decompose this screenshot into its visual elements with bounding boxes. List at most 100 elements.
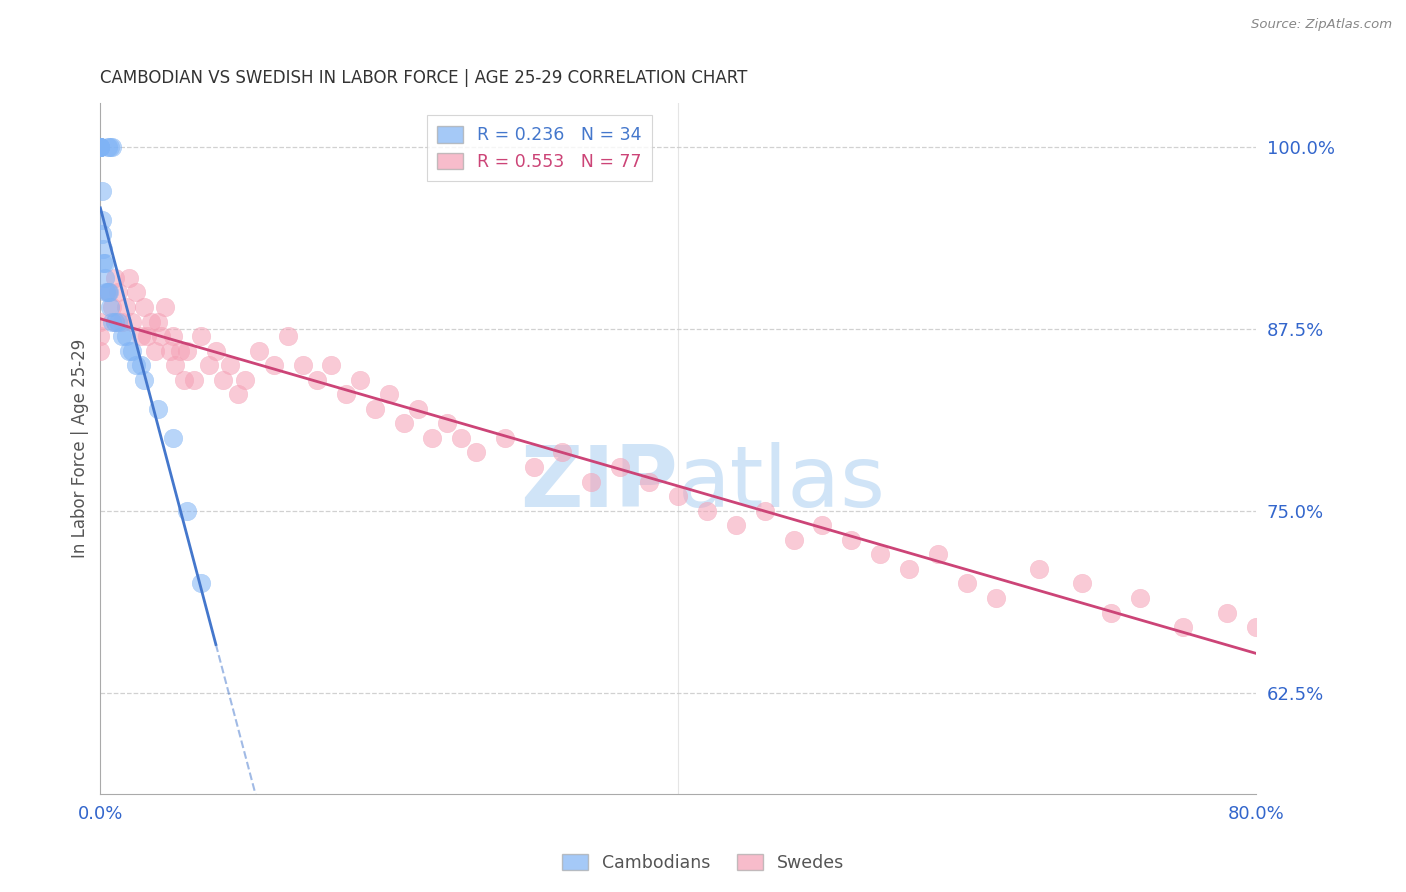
Point (183, 373, 205, 387)
Point (869, 547, 891, 561)
Point (89, 140, 111, 154)
Point (89, 329, 111, 343)
Point (111, 315, 134, 329)
Point (118, 343, 141, 358)
Point (233, 373, 256, 387)
Point (89, 140, 111, 154)
Point (111, 329, 134, 343)
Point (197, 358, 219, 372)
Point (450, 431, 472, 445)
Point (291, 358, 314, 372)
Point (100, 300, 122, 314)
Point (212, 373, 235, 387)
Point (150, 329, 173, 343)
Point (91, 242, 114, 256)
Point (436, 417, 458, 431)
Text: atlas: atlas (678, 442, 886, 524)
Point (551, 445, 574, 459)
Point (321, 358, 343, 372)
Point (93, 271, 115, 285)
Legend: Cambodians, Swedes: Cambodians, Swedes (555, 847, 851, 879)
Point (392, 417, 415, 431)
Point (696, 504, 718, 518)
Point (155, 300, 177, 314)
Point (1173, 620, 1195, 634)
Point (898, 562, 921, 576)
Point (523, 460, 546, 475)
Point (754, 504, 776, 518)
Point (129, 329, 152, 343)
Point (205, 343, 228, 358)
Point (176, 343, 198, 358)
Point (1216, 606, 1239, 620)
Point (782, 533, 804, 547)
Point (277, 329, 299, 343)
Point (135, 329, 157, 343)
Point (91, 256, 114, 270)
Point (104, 315, 127, 329)
Point (956, 576, 979, 591)
Point (101, 140, 124, 154)
Point (89, 343, 111, 358)
Point (118, 271, 141, 285)
Point (132, 300, 155, 314)
Point (422, 431, 444, 445)
Point (984, 591, 1007, 605)
Point (464, 445, 486, 459)
Point (494, 431, 516, 445)
Point (129, 358, 152, 372)
Point (139, 315, 162, 329)
Text: ZIP: ZIP (520, 442, 678, 524)
Point (1244, 620, 1267, 634)
Point (125, 358, 148, 372)
Point (101, 300, 124, 314)
Point (97, 140, 120, 154)
Point (263, 358, 285, 372)
Point (190, 576, 212, 591)
Point (162, 329, 184, 343)
Point (666, 489, 689, 503)
Point (335, 387, 357, 401)
Point (1028, 562, 1050, 576)
Point (581, 475, 603, 489)
Point (190, 329, 212, 343)
Point (162, 431, 184, 445)
Text: CAMBODIAN VS SWEDISH IN LABOR FORCE | AGE 25-29 CORRELATION CHART: CAMBODIAN VS SWEDISH IN LABOR FORCE | AG… (100, 69, 748, 87)
Point (165, 358, 187, 372)
Point (132, 373, 155, 387)
Point (609, 460, 631, 475)
Point (90, 212, 112, 227)
Point (305, 373, 328, 387)
Point (1099, 606, 1122, 620)
Point (90, 227, 112, 242)
Point (364, 401, 387, 416)
Point (121, 343, 143, 358)
Point (638, 475, 661, 489)
Point (811, 518, 834, 533)
Text: Source: ZipAtlas.com: Source: ZipAtlas.com (1251, 18, 1392, 31)
Point (146, 401, 169, 416)
Point (159, 343, 181, 358)
Point (176, 504, 198, 518)
Point (89, 140, 111, 154)
Point (89, 315, 111, 329)
Point (90, 184, 112, 198)
Point (1071, 576, 1094, 591)
Point (121, 315, 143, 329)
Point (107, 315, 129, 329)
Point (839, 533, 862, 547)
Point (927, 547, 949, 561)
Point (97, 285, 120, 300)
Point (349, 373, 371, 387)
Point (146, 315, 169, 329)
Point (98, 285, 121, 300)
Point (125, 285, 148, 300)
Point (89, 140, 111, 154)
Point (93, 256, 115, 270)
Point (247, 343, 270, 358)
Point (378, 387, 401, 401)
Y-axis label: In Labor Force | Age 25-29: In Labor Force | Age 25-29 (72, 339, 89, 558)
Point (115, 329, 138, 343)
Point (219, 358, 242, 372)
Point (104, 315, 127, 329)
